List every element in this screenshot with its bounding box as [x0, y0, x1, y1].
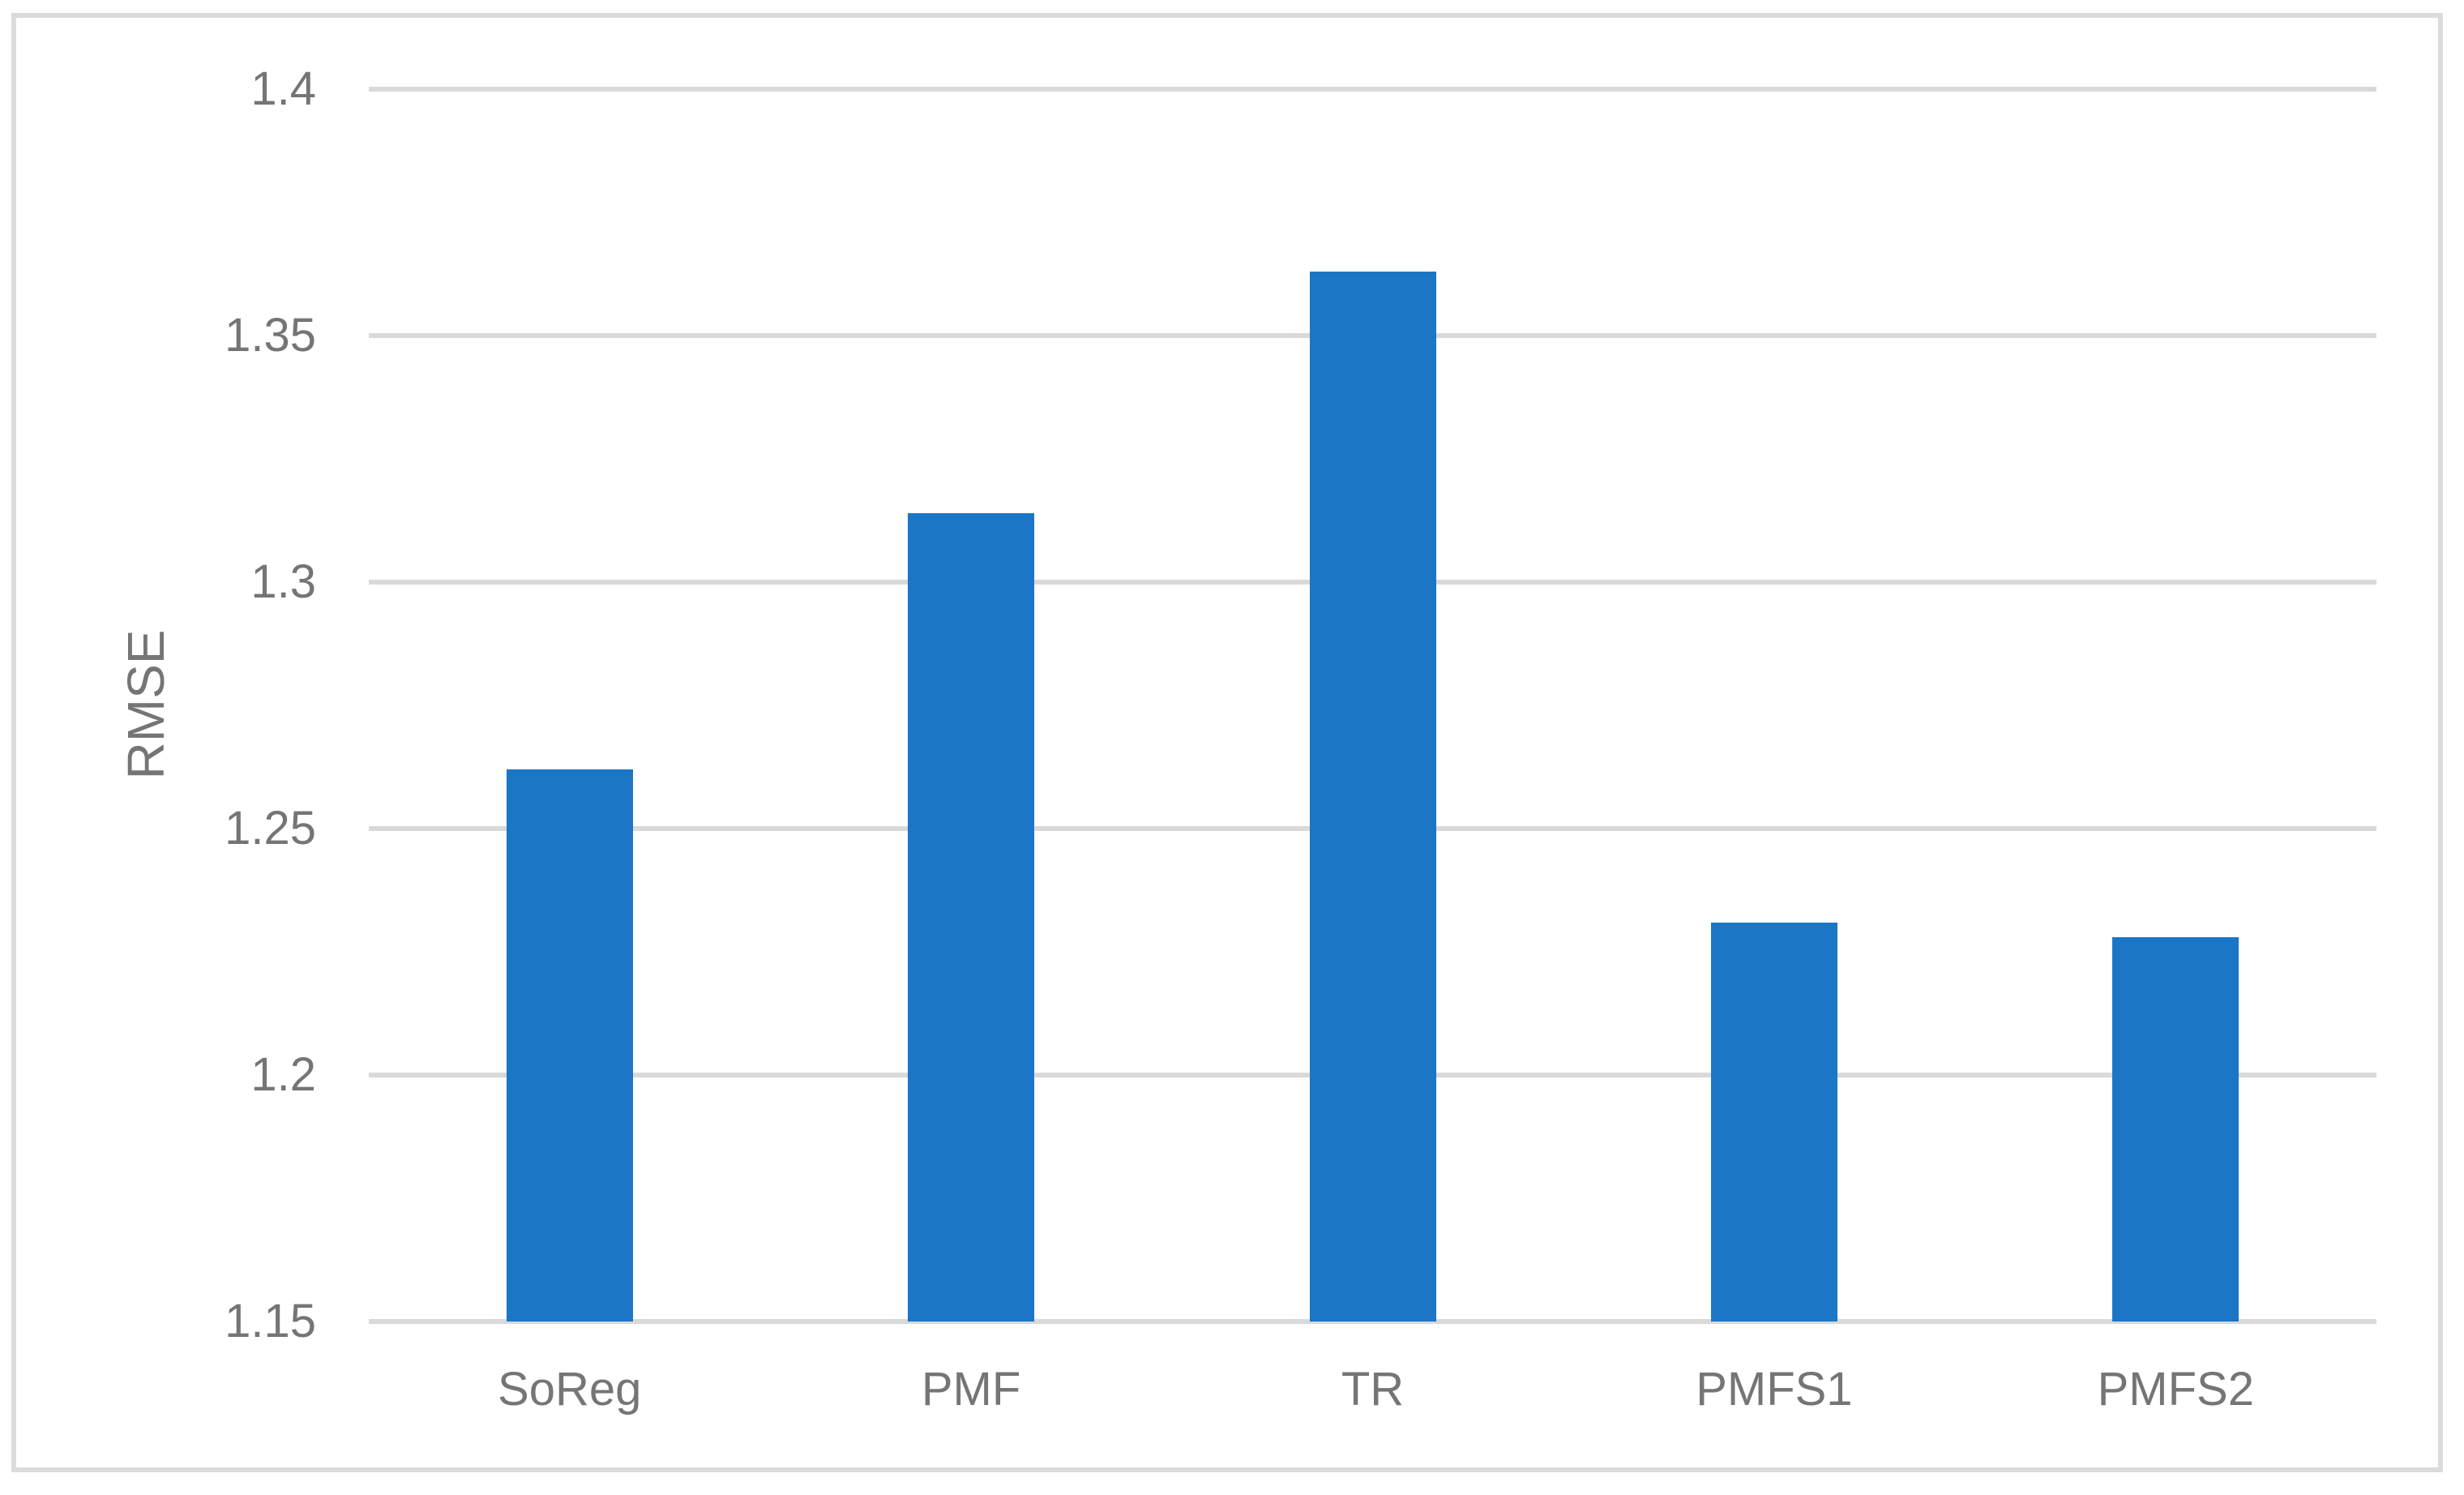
- x-category-label-PMFS2: PMFS2: [2097, 1363, 2254, 1416]
- chart-frame: [11, 13, 2443, 1472]
- y-tick-label: 1.4: [250, 62, 316, 115]
- bar-PMFS1: [1710, 922, 1837, 1322]
- y-tick-label: 1.35: [225, 309, 316, 362]
- bar-PMFS2: [2112, 936, 2239, 1322]
- y-tick-label: 1.15: [225, 1295, 316, 1347]
- gridline-1.4: [369, 87, 2376, 92]
- y-tick-label: 1.3: [250, 555, 316, 608]
- y-tick-label: 1.2: [250, 1048, 316, 1101]
- x-category-label-SoReg: SoReg: [498, 1363, 642, 1416]
- plot-area: [369, 87, 2376, 1324]
- x-category-label-TR: TR: [1341, 1363, 1405, 1416]
- bar-PMF: [908, 512, 1035, 1322]
- bar-SoReg: [506, 769, 633, 1322]
- bar-TR: [1309, 271, 1436, 1322]
- x-category-label-PMFS1: PMFS1: [1696, 1363, 1853, 1416]
- x-category-label-PMF: PMF: [921, 1363, 1021, 1416]
- gridline-1.15: [369, 1319, 2376, 1324]
- y-tick-label: 1.25: [225, 802, 316, 855]
